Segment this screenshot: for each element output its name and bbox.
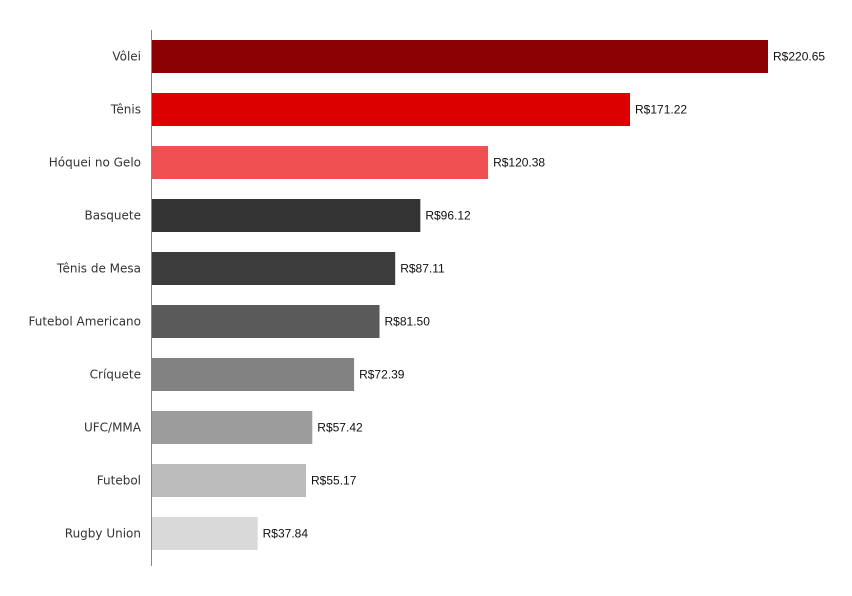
value-label-tenis: R$171.22	[635, 103, 687, 117]
bar-futebol-americano	[152, 305, 380, 338]
bar-criquete	[152, 358, 355, 391]
category-label-futebol: Futebol	[97, 474, 141, 488]
value-label-ufc-mma: R$57.42	[317, 421, 363, 435]
value-labels-group: R$220.65 R$171.22 R$120.38 R$96.12 R$87.11 R$…	[263, 50, 826, 541]
bar-hoquei-no-gelo	[152, 146, 489, 179]
category-label-ufc-mma: UFC/MMA	[84, 421, 142, 435]
bar-futebol	[152, 464, 307, 497]
value-label-volei: R$220.65	[773, 50, 825, 64]
category-label-volei: Vôlei	[112, 50, 141, 64]
value-label-rugby-union: R$37.84	[263, 527, 309, 541]
category-label-basquete: Basquete	[84, 209, 141, 223]
bar-volei	[152, 40, 768, 73]
category-label-hoquei-no-gelo: Hóquei no Gelo	[49, 156, 141, 170]
category-label-tenis-de-mesa: Tênis de Mesa	[56, 262, 141, 276]
bar-rugby-union	[152, 517, 258, 550]
value-label-futebol: R$55.17	[311, 474, 357, 488]
value-label-basquete: R$96.12	[425, 209, 471, 223]
bar-ufc-mma	[152, 411, 313, 444]
category-label-rugby-union: Rugby Union	[65, 527, 141, 541]
category-label-futebol-americano: Futebol Americano	[29, 315, 142, 329]
bar-tenis	[152, 93, 631, 126]
category-label-tenis: Tênis	[110, 103, 141, 117]
value-label-hoquei-no-gelo: R$120.38	[493, 156, 545, 170]
bar-tenis-de-mesa	[152, 252, 396, 285]
value-label-futebol-americano: R$81.50	[385, 315, 431, 329]
bars-group	[152, 40, 768, 550]
value-label-criquete: R$72.39	[359, 368, 405, 382]
category-labels-group: Vôlei Tênis Hóquei no Gelo Basquete Tênis de…	[29, 50, 142, 541]
category-label-criquete: Críquete	[90, 368, 141, 382]
value-label-tenis-de-mesa: R$87.11	[400, 262, 445, 276]
bar-basquete	[152, 199, 421, 232]
